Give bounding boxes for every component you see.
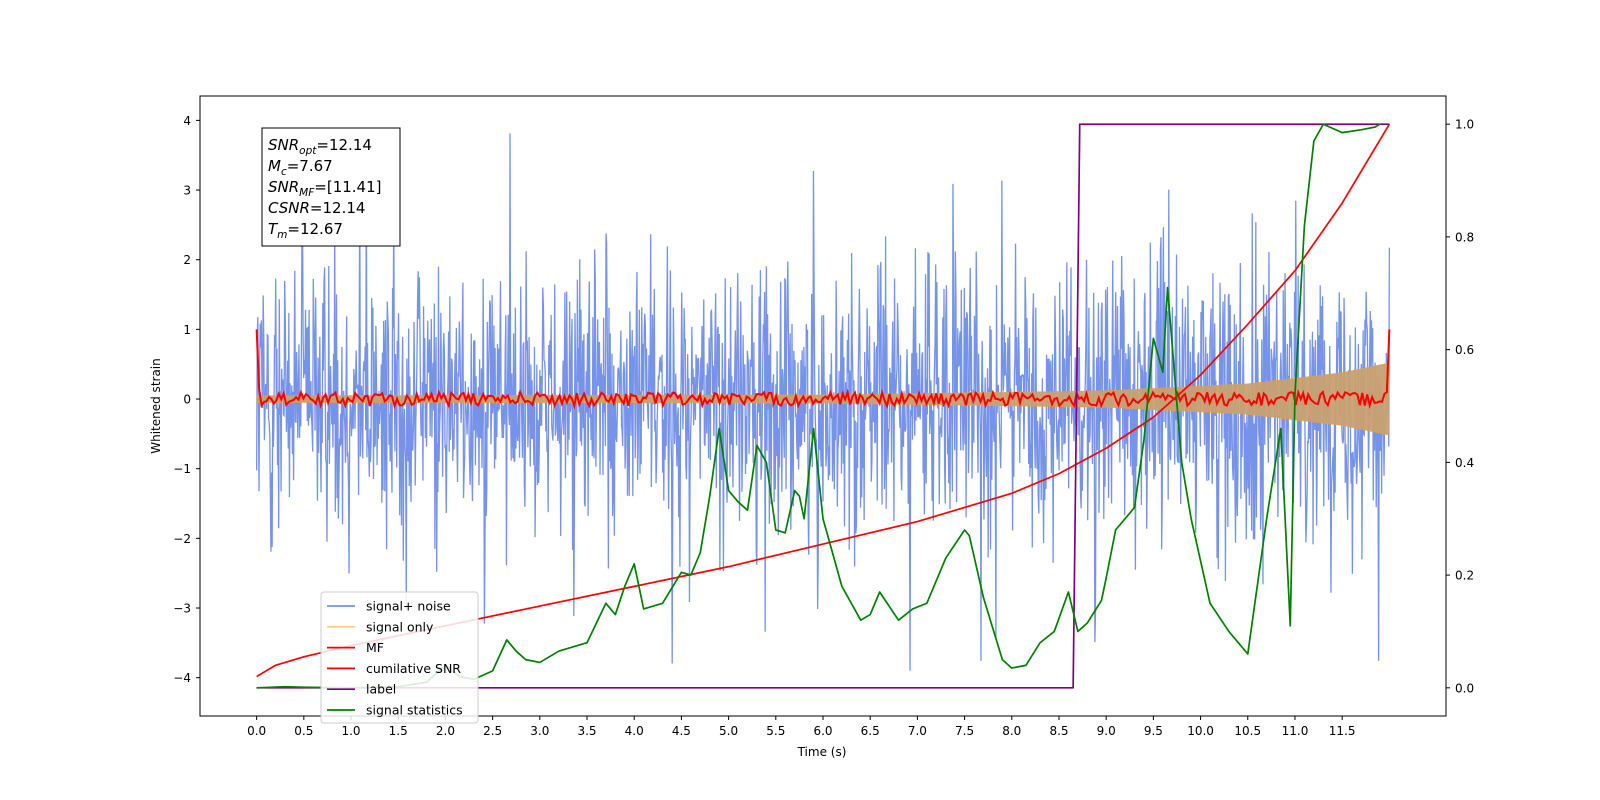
legend-label-0: signal+ noise bbox=[366, 599, 451, 614]
x-tick-label-11: 5.5 bbox=[766, 724, 785, 738]
x-tick-label-7: 3.5 bbox=[577, 724, 596, 738]
x-tick-label-3: 1.5 bbox=[389, 724, 408, 738]
y-tick-label-5: 1 bbox=[183, 323, 191, 337]
x-tick-label-4: 2.0 bbox=[436, 724, 455, 738]
x-tick-label-17: 8.5 bbox=[1049, 724, 1068, 738]
legend-label-4: label bbox=[366, 682, 396, 697]
x-tick-label-6: 3.0 bbox=[530, 724, 549, 738]
x-tick-label-2: 1.0 bbox=[341, 724, 360, 738]
info-box: SNRopt=12.14Mc=7.67SNRMF=[11.41]CSNR=12.… bbox=[261, 127, 401, 247]
y-tick-label-6: 2 bbox=[183, 253, 191, 267]
legend-label-2: MF bbox=[366, 640, 384, 655]
info-line-1: Mc=7.67 bbox=[268, 157, 333, 178]
x-tick-label-12: 6.0 bbox=[813, 724, 832, 738]
legend-label-3: cumilative SNR bbox=[366, 661, 461, 676]
series-mf bbox=[255, 329, 1391, 410]
y-tick-label-4: 0 bbox=[183, 393, 191, 407]
y-axis: −4 −3 −2 −1 0 1 2 3 4 bbox=[173, 114, 200, 685]
y2-axis: 0.0 0.2 0.4 0.6 0.8 1.0 bbox=[1446, 118, 1474, 695]
x-tick-label-15: 7.5 bbox=[955, 724, 974, 738]
x-tick-label-21: 10.5 bbox=[1234, 724, 1261, 738]
x-tick-label-18: 9.0 bbox=[1097, 724, 1116, 738]
y-axis-label: Whitened strain bbox=[149, 358, 163, 454]
x-tick-label-1: 0.5 bbox=[294, 724, 313, 738]
info-line-3: CSNR=12.14 bbox=[268, 199, 365, 217]
y2-tick-label-4: 0.8 bbox=[1455, 230, 1474, 244]
x-tick-label-16: 8.0 bbox=[1002, 724, 1021, 738]
x-tick-label-5: 2.5 bbox=[483, 724, 502, 738]
x-tick-label-0: 0.0 bbox=[247, 724, 266, 738]
y2-tick-label-1: 0.2 bbox=[1455, 569, 1474, 583]
series-label bbox=[256, 123, 1390, 689]
info-box-frame bbox=[261, 127, 401, 247]
x-tick-label-13: 6.5 bbox=[861, 724, 880, 738]
info-line-4: Tm=12.67 bbox=[268, 220, 343, 241]
y2-tick-label-5: 1.0 bbox=[1455, 118, 1474, 132]
x-tick-label-9: 4.5 bbox=[672, 724, 691, 738]
x-tick-label-22: 11.0 bbox=[1282, 724, 1309, 738]
info-line-2: SNRMF=[11.41] bbox=[268, 178, 382, 199]
x-tick-label-23: 11.5 bbox=[1329, 724, 1356, 738]
legend: signal+ noise signal only MF cumilative SNR… bbox=[320, 591, 479, 724]
y2-tick-label-3: 0.6 bbox=[1455, 343, 1474, 357]
legend-label-1: signal only bbox=[366, 619, 434, 634]
y-tick-label-8: 4 bbox=[183, 114, 191, 128]
y-tick-label-3: −1 bbox=[173, 462, 191, 476]
series-signal-statistics bbox=[256, 123, 1381, 689]
x-tick-label-20: 10.0 bbox=[1187, 724, 1214, 738]
legend-label-5: signal statistics bbox=[366, 703, 463, 718]
y2-tick-label-0: 0.0 bbox=[1455, 681, 1474, 695]
y-tick-label-2: −2 bbox=[173, 532, 191, 546]
y-tick-label-7: 3 bbox=[183, 184, 191, 198]
x-tick-label-10: 5.0 bbox=[719, 724, 738, 738]
x-tick-label-8: 4.0 bbox=[625, 724, 644, 738]
y-tick-label-0: −4 bbox=[173, 671, 191, 685]
info-line-0: SNRopt=12.14 bbox=[268, 136, 372, 157]
y2-tick-label-2: 0.4 bbox=[1455, 456, 1474, 470]
legend-frame bbox=[320, 591, 479, 724]
x-tick-label-19: 9.5 bbox=[1144, 724, 1163, 738]
x-axis-label: Time (s) bbox=[797, 745, 847, 759]
x-tick-label-14: 7.0 bbox=[908, 724, 927, 738]
y-tick-label-1: −3 bbox=[173, 602, 191, 616]
x-axis: 0.0 0.5 1.0 1.5 2.0 2.5 3.0 3.5 4.0 4.5 5.0 5.5 6.0 6… bbox=[247, 716, 1356, 738]
